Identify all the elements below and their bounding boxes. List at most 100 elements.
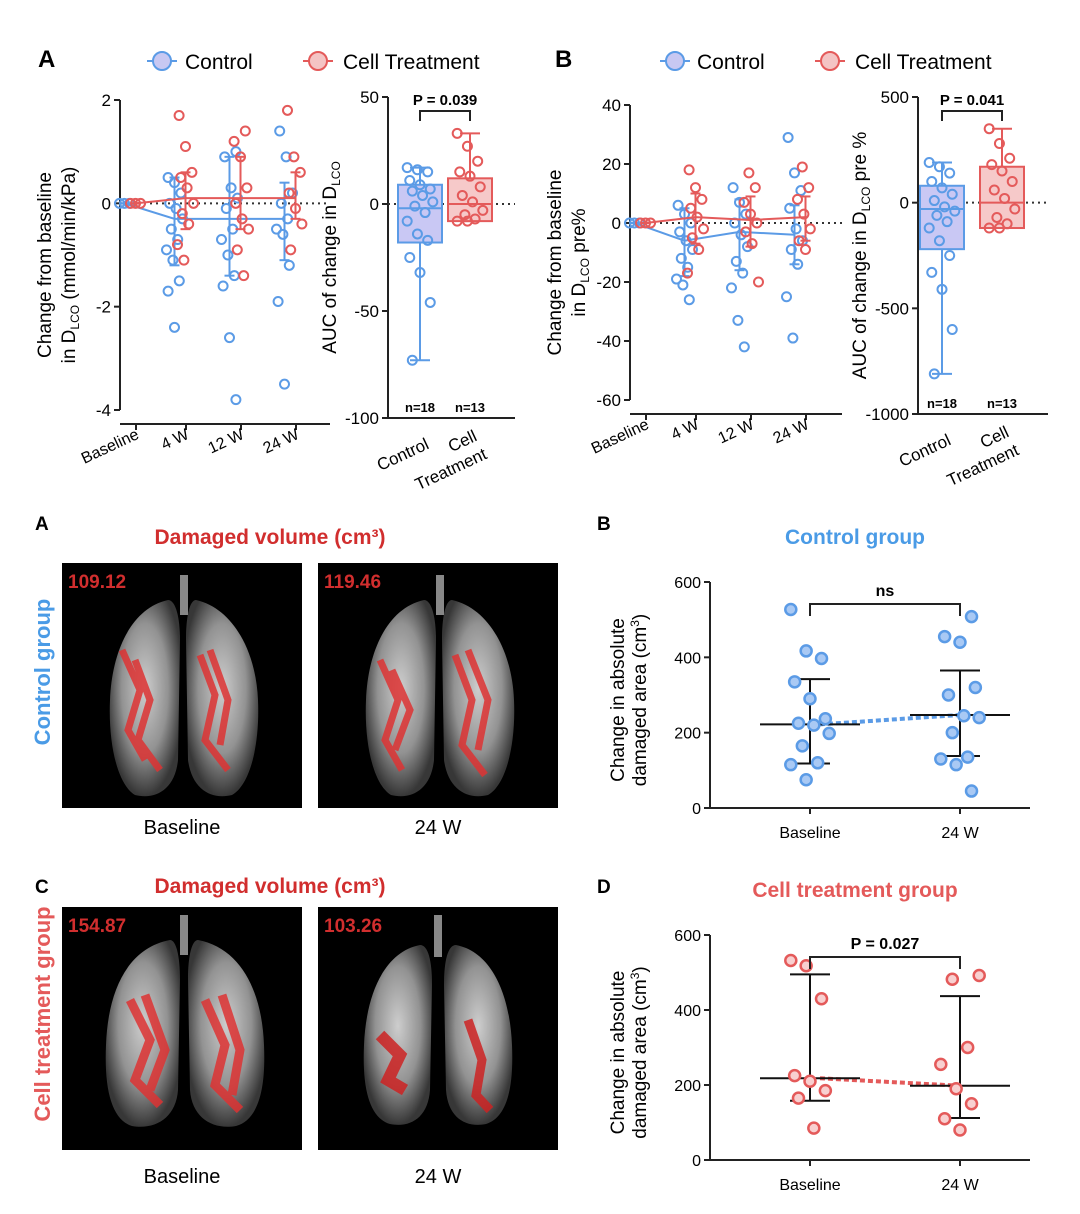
data-point bbox=[231, 244, 243, 256]
data-point bbox=[417, 189, 429, 201]
x-tick-label: 12 W bbox=[206, 426, 248, 458]
data-point bbox=[941, 216, 953, 228]
data-point bbox=[285, 244, 297, 256]
treatment-side-label: Cell treatment group bbox=[30, 906, 55, 1121]
data-point bbox=[751, 217, 763, 229]
data-point bbox=[451, 127, 463, 139]
data-point bbox=[807, 1121, 821, 1135]
y-tick-label: 40 bbox=[602, 96, 621, 115]
legend-right: Control Cell Treatment bbox=[660, 51, 992, 74]
control-baseline-caption: Baseline bbox=[144, 817, 221, 839]
legend-treatment-label: Cell Treatment bbox=[343, 51, 480, 74]
data-point bbox=[296, 218, 308, 230]
data-point bbox=[983, 222, 995, 234]
data-point bbox=[161, 244, 172, 256]
n-label: n=18 bbox=[927, 396, 957, 411]
data-point bbox=[784, 953, 798, 968]
data-point bbox=[931, 209, 943, 221]
data-point bbox=[787, 1068, 802, 1083]
data-point bbox=[188, 197, 199, 209]
data-point bbox=[224, 332, 235, 344]
data-point bbox=[749, 182, 761, 194]
data-point bbox=[454, 166, 466, 178]
y-tick-label: 0 bbox=[370, 195, 379, 214]
y-tick-label: 20 bbox=[602, 155, 621, 174]
data-point bbox=[640, 217, 651, 229]
y-axis-label-line2: damaged area (cm3) bbox=[628, 614, 651, 786]
data-point bbox=[1004, 152, 1016, 164]
data-point bbox=[682, 261, 694, 273]
control-24w-value: 119.46 bbox=[324, 572, 381, 593]
data-point bbox=[459, 209, 471, 221]
data-point bbox=[672, 199, 684, 211]
data-point bbox=[675, 252, 687, 264]
data-point bbox=[167, 254, 179, 266]
y-tick-label: -50 bbox=[354, 302, 379, 321]
mean-line-control bbox=[634, 222, 795, 242]
data-point bbox=[939, 201, 951, 213]
data-point bbox=[176, 208, 188, 220]
y-tick-label: -20 bbox=[596, 273, 621, 292]
data-point bbox=[793, 235, 805, 247]
data-point bbox=[674, 226, 686, 238]
data-point bbox=[693, 244, 705, 256]
y-tick-label: 600 bbox=[674, 928, 701, 945]
data-point bbox=[988, 184, 1000, 196]
mean-line-treatment bbox=[645, 216, 806, 224]
chart-dlco-time: 2 0 -2 -4 Baseline 4 W 12 W 24 W Change from bas… bbox=[35, 91, 330, 468]
panel-letter-top-a: A bbox=[38, 46, 55, 73]
treatment-baseline-value: 154.87 bbox=[68, 916, 126, 937]
y-tick-label: 400 bbox=[674, 650, 701, 667]
data-point bbox=[734, 196, 745, 208]
x-tick-label: 24 W bbox=[771, 416, 813, 448]
data-point bbox=[933, 161, 945, 173]
panel-letter-mid-b: B bbox=[597, 514, 611, 535]
y-axis-label-line1: Change in absolute bbox=[608, 971, 629, 1135]
data-point bbox=[945, 725, 960, 740]
y-tick-label: 0 bbox=[900, 194, 909, 213]
y-axis-label: AUC of change in DLCO bbox=[320, 161, 343, 354]
y-axis-label-line1: Change from baseline bbox=[35, 172, 56, 358]
data-point bbox=[928, 195, 940, 207]
data-point bbox=[477, 204, 489, 216]
data-point bbox=[130, 197, 141, 209]
n-label: n=13 bbox=[455, 400, 485, 415]
data-point bbox=[993, 137, 1005, 149]
data-point bbox=[178, 254, 190, 266]
y-axis-label: AUC of change in DLCO pre % bbox=[850, 132, 873, 380]
y-tick-label: -500 bbox=[875, 299, 909, 318]
data-point bbox=[784, 602, 798, 617]
treatment-24w-value: 103.26 bbox=[324, 916, 382, 937]
data-point bbox=[782, 131, 794, 143]
data-point bbox=[461, 140, 473, 152]
data-point bbox=[784, 202, 796, 214]
data-point bbox=[953, 635, 967, 650]
data-point bbox=[814, 992, 829, 1006]
data-point bbox=[228, 135, 240, 147]
data-point bbox=[923, 157, 935, 169]
data-point bbox=[451, 215, 463, 227]
legend-control-marker bbox=[152, 51, 172, 71]
control-side-label: Control group bbox=[30, 599, 55, 746]
data-point bbox=[960, 1040, 975, 1055]
data-point bbox=[949, 1082, 963, 1096]
treatment-24w-caption: 24 W bbox=[415, 1166, 462, 1188]
data-point bbox=[781, 291, 792, 303]
data-point bbox=[186, 166, 198, 178]
y-tick-label: -60 bbox=[596, 391, 621, 410]
treatment-image-title: Damaged volume (cm³) bbox=[154, 875, 385, 898]
mean-connector bbox=[819, 1076, 961, 1088]
x-tick-label: Baseline bbox=[79, 426, 142, 467]
y-tick-label: 50 bbox=[360, 88, 379, 107]
data-point bbox=[957, 708, 971, 723]
data-point bbox=[461, 215, 473, 227]
data-point bbox=[135, 197, 146, 209]
panel-letter-bot-d: D bbox=[597, 877, 611, 898]
n-label: n=18 bbox=[405, 400, 435, 415]
data-point bbox=[173, 275, 185, 287]
data-point bbox=[941, 688, 956, 702]
data-point bbox=[180, 141, 191, 152]
data-point bbox=[795, 739, 810, 753]
data-point bbox=[685, 202, 697, 214]
